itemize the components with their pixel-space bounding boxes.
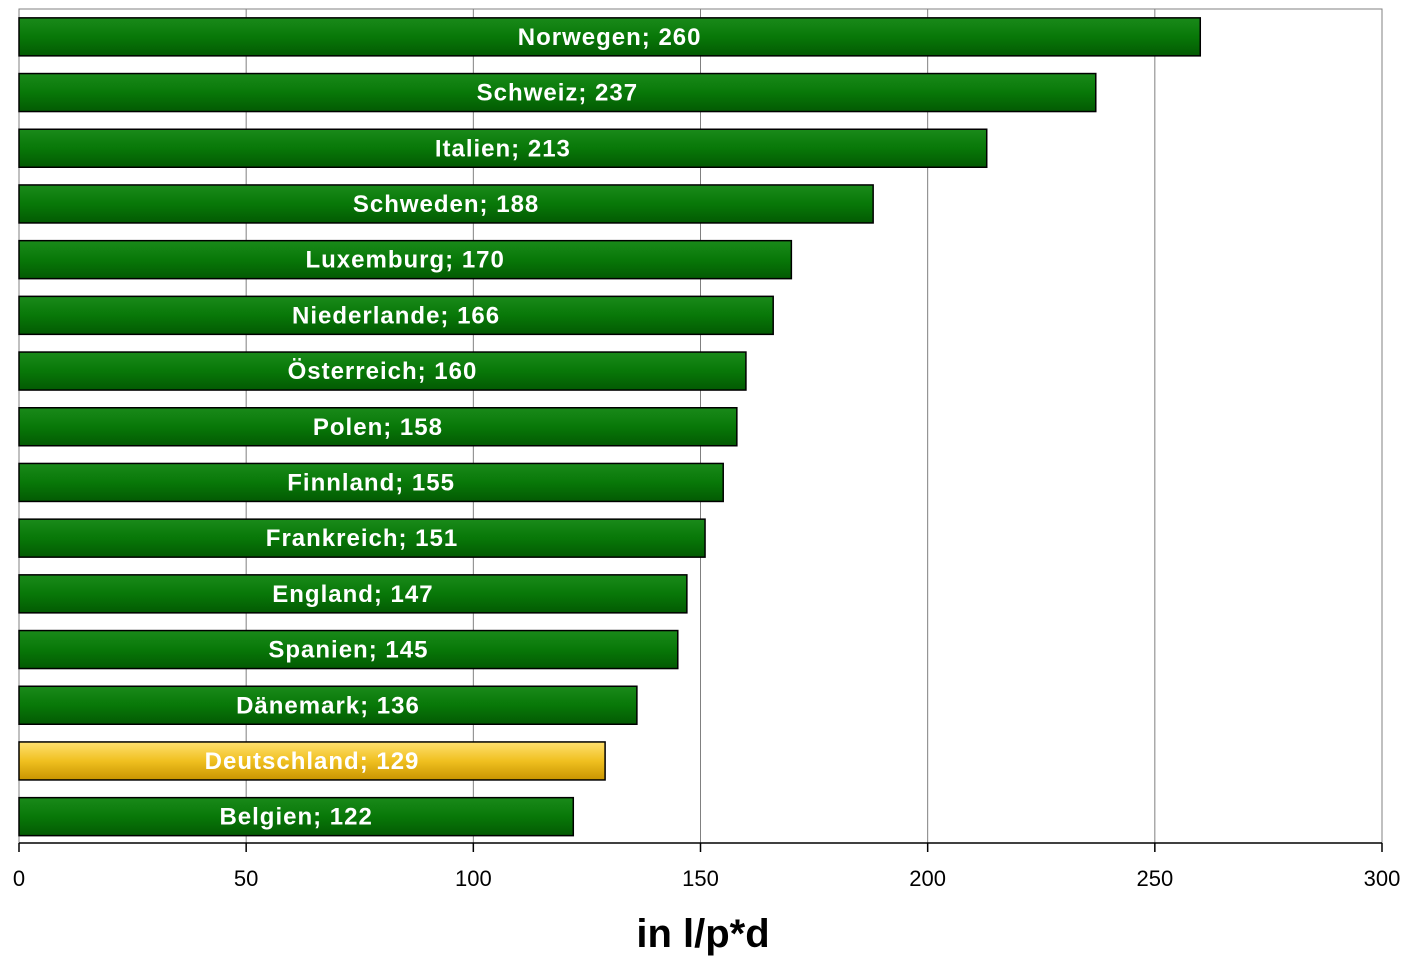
bar-luxemburg — [18, 239, 793, 280]
bar-deutschland — [18, 741, 606, 781]
bar-spanien — [18, 629, 679, 670]
bar-norwegen — [18, 17, 1202, 57]
bar-label-finnland: Finnland; 155 — [287, 469, 455, 496]
bar-label-niederlande: Niederlande; 166 — [292, 302, 500, 329]
bars — [18, 17, 1202, 837]
bar-dänemark — [18, 685, 638, 725]
x-tick-label-250: 250 — [1136, 866, 1173, 891]
bar-label-schweiz: Schweiz; 237 — [477, 80, 638, 107]
bar-österreich — [18, 351, 747, 391]
x-tick-label-150: 150 — [682, 866, 719, 891]
bar-italien — [18, 128, 988, 168]
bar-schweden — [18, 184, 874, 224]
x-axis-title: in l/p*d — [636, 912, 769, 956]
x-tick-label-50: 50 — [234, 866, 258, 891]
bar-label-norwegen: Norwegen; 260 — [518, 24, 702, 51]
bar-label-österreich: Österreich; 160 — [288, 358, 478, 385]
bar-label-schweden: Schweden; 188 — [353, 191, 539, 218]
bar-niederlande — [18, 295, 774, 336]
bar-finnland — [18, 462, 724, 503]
x-axis-ticks: 0 50 100 150 200 250 300 — [13, 843, 1400, 891]
bar-frankreich — [18, 518, 706, 558]
bar-schweiz — [18, 72, 1097, 113]
bar-label-england: England; 147 — [272, 581, 433, 608]
bar-label-luxemburg: Luxemburg; 170 — [305, 247, 504, 274]
x-tick-label-200: 200 — [909, 866, 946, 891]
bar-label-frankreich: Frankreich; 151 — [266, 525, 458, 552]
x-tick-label-100: 100 — [455, 866, 492, 891]
bar-label-dänemark: Dänemark; 136 — [236, 692, 420, 719]
bar-england — [18, 574, 688, 614]
bar-label-belgien: Belgien; 122 — [219, 804, 372, 831]
bar-label-deutschland: Deutschland; 129 — [205, 748, 420, 775]
bar-label-polen: Polen; 158 — [313, 414, 443, 441]
x-tick-label-300: 300 — [1364, 866, 1401, 891]
bar-polen — [18, 407, 738, 447]
bar-label-spanien: Spanien; 145 — [268, 637, 428, 664]
bar-label-italien: Italien; 213 — [435, 135, 571, 162]
bar-labels: Norwegen; 260 Schweiz; 237 Italien; 213 Sch… — [205, 24, 702, 831]
x-tick-label-0: 0 — [13, 866, 25, 891]
bar-belgien — [18, 796, 575, 837]
